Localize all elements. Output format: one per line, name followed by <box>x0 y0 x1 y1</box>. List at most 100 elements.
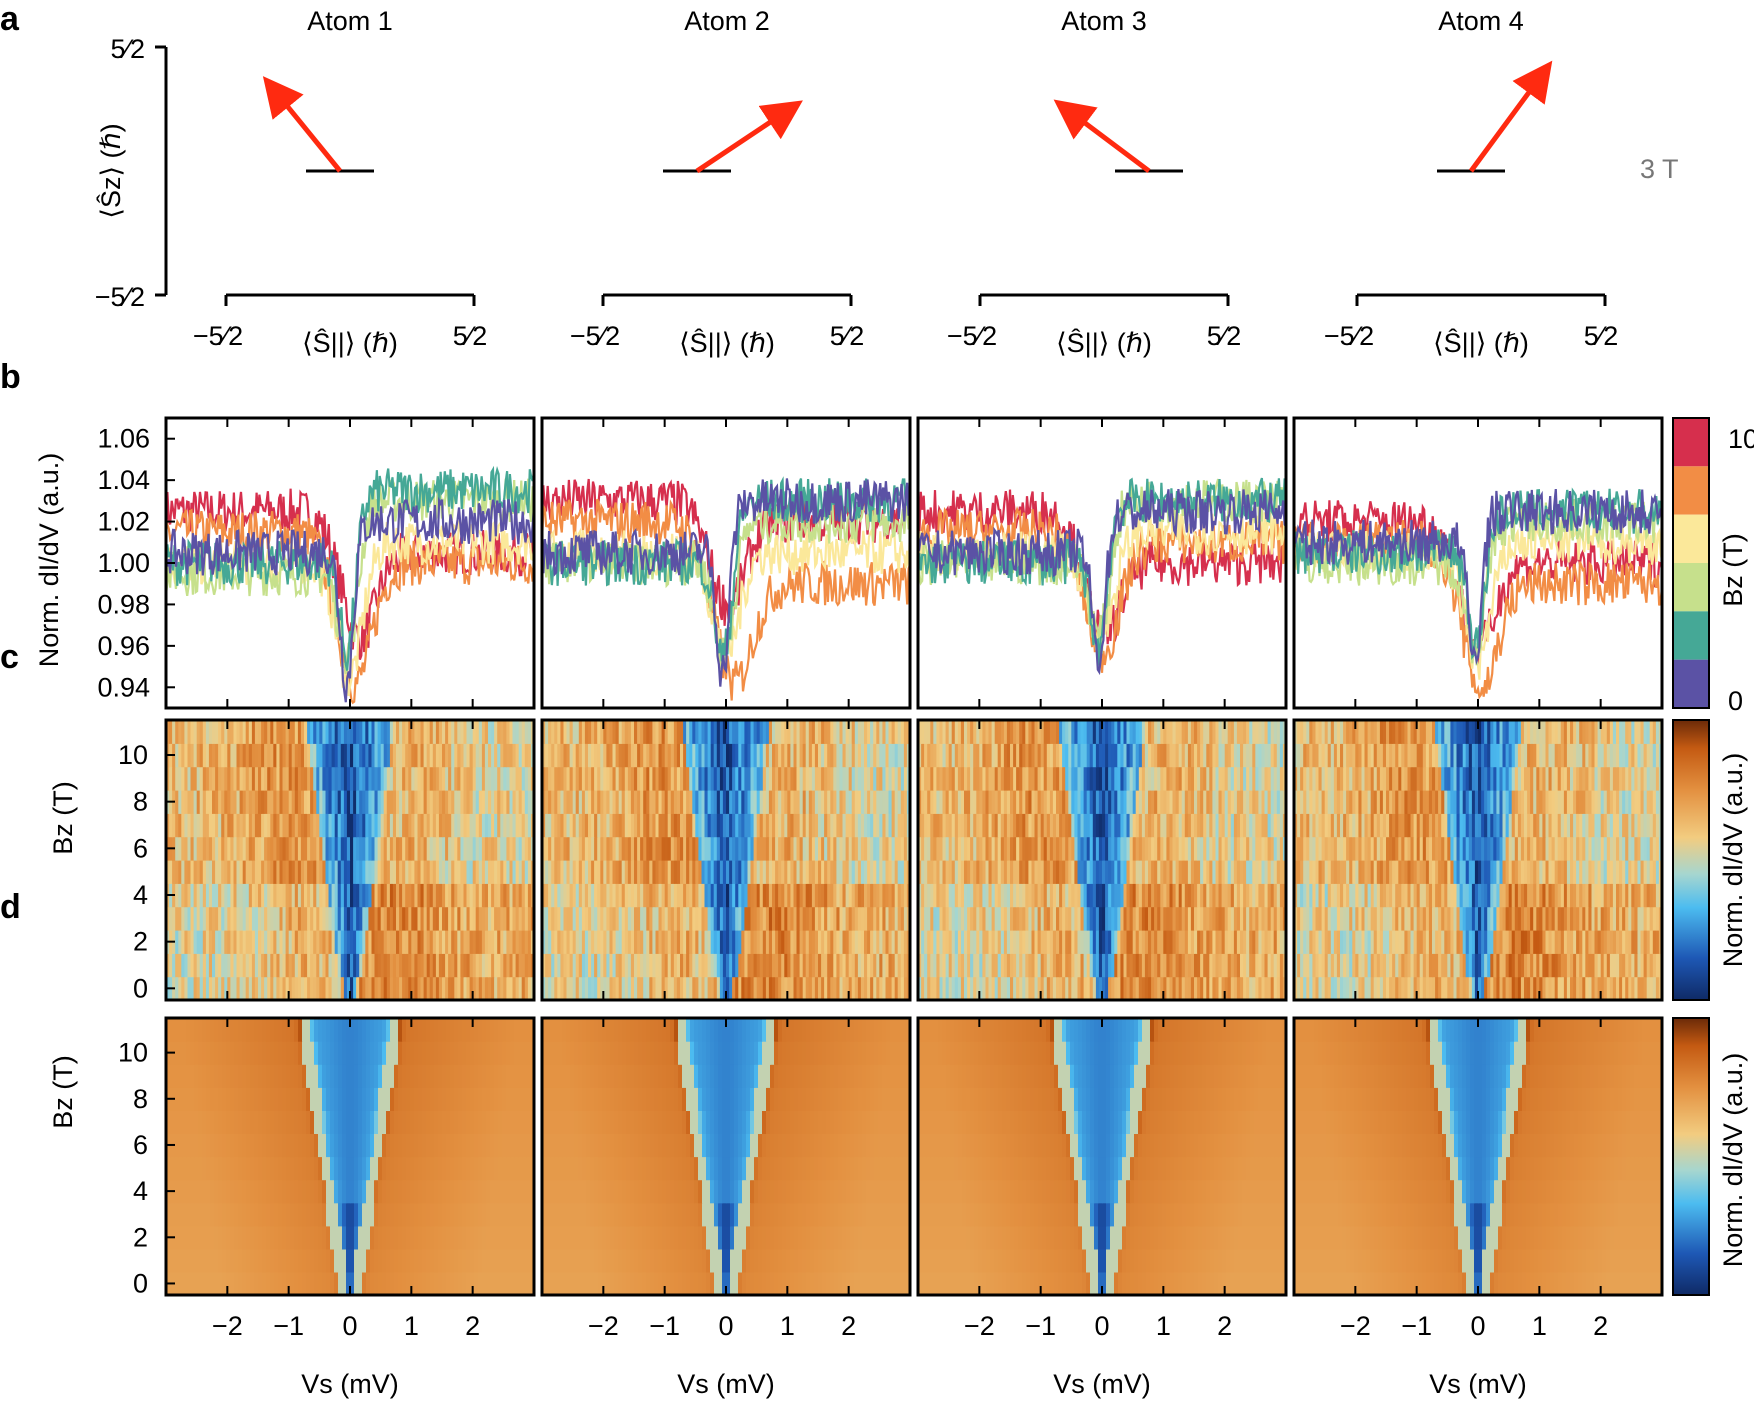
c-cell <box>569 976 574 1001</box>
c-cell <box>353 813 357 838</box>
c-cell <box>248 976 253 1001</box>
c-cell <box>982 743 987 768</box>
c-cell <box>894 766 899 791</box>
c-cell <box>689 766 693 791</box>
c-cell <box>199 860 204 884</box>
c-cell <box>267 930 271 954</box>
c-cell <box>765 766 770 791</box>
c-cell <box>768 976 773 1001</box>
c-cell <box>879 720 883 744</box>
c-cell <box>814 836 819 861</box>
c-cell <box>1141 930 1146 954</box>
c-cell <box>649 743 653 768</box>
c-cell <box>1230 743 1235 768</box>
c-cell <box>1493 953 1497 978</box>
c-cell <box>1083 883 1088 908</box>
c-cell <box>518 743 523 768</box>
c-cell <box>661 953 666 978</box>
c-cell <box>365 976 369 1001</box>
c-cell <box>988 720 993 744</box>
c-cell <box>988 790 993 814</box>
c-cell <box>970 743 974 768</box>
c-cell <box>1410 976 1415 1001</box>
c-cell <box>432 883 437 908</box>
c-cell <box>451 976 455 1001</box>
c-cell <box>689 930 693 954</box>
c-cell <box>960 930 965 954</box>
c-cell <box>1428 976 1433 1001</box>
c-cell <box>1092 720 1097 744</box>
c-cell <box>291 930 296 954</box>
c-cell <box>765 930 770 954</box>
c-cell <box>359 743 363 768</box>
c-cell <box>1046 766 1051 791</box>
c-cell <box>772 930 776 954</box>
c-ytick-label: 0 <box>133 973 148 1003</box>
c-cell <box>411 836 415 861</box>
c-cell <box>515 766 520 791</box>
c-cell <box>506 906 511 931</box>
c-cell <box>857 930 862 954</box>
c-cell <box>239 976 244 1001</box>
c-cell <box>1074 906 1079 931</box>
c-cell <box>600 720 604 744</box>
c-cell <box>319 930 323 954</box>
c-cell <box>1077 790 1082 814</box>
c-cell <box>221 953 225 978</box>
c-cell <box>1138 860 1143 884</box>
c-cell <box>423 953 428 978</box>
c-cell <box>316 976 320 1001</box>
c-cell <box>1080 883 1085 908</box>
c-cell <box>594 790 598 814</box>
c-cell <box>518 953 523 978</box>
c-cell <box>1098 860 1103 884</box>
c-cell <box>649 953 653 978</box>
c-cell <box>796 790 801 814</box>
c-cell <box>854 743 859 768</box>
c-cell <box>1003 836 1008 861</box>
c-cell <box>964 836 968 861</box>
c-cell <box>827 906 831 931</box>
c-cell <box>646 953 650 978</box>
c-cell <box>630 930 635 954</box>
c-cell <box>637 813 641 838</box>
c-cell <box>1215 953 1220 978</box>
c-cell <box>900 976 905 1001</box>
c-cell <box>1006 953 1011 978</box>
c-cell <box>1043 953 1048 978</box>
c-cell <box>1392 976 1396 1001</box>
c-cell <box>175 976 179 1001</box>
c-cell <box>988 906 993 931</box>
c-cell <box>304 813 308 838</box>
c-cell <box>988 976 993 1001</box>
c-cell <box>316 883 320 908</box>
c-cell <box>765 813 770 838</box>
c-cell <box>1037 836 1042 861</box>
c-cell <box>649 836 653 861</box>
c-cell <box>1619 976 1623 1001</box>
c-cell <box>1068 953 1072 978</box>
c-cell <box>190 906 195 931</box>
c-cell <box>710 906 715 931</box>
c-cell <box>870 953 874 978</box>
c-cell <box>445 790 449 814</box>
c-cell <box>885 906 890 931</box>
c-cell <box>873 766 877 791</box>
c-cell <box>1206 720 1210 744</box>
c-cell <box>772 860 776 884</box>
c-cell <box>1108 860 1112 884</box>
c-cell <box>692 743 696 768</box>
c-cell <box>870 836 874 861</box>
c-cell <box>365 930 369 954</box>
c-cell <box>882 743 887 768</box>
c-cell <box>964 883 968 908</box>
c-cell <box>1297 930 1301 954</box>
c-cell <box>542 766 546 791</box>
c-cell <box>457 813 461 838</box>
c-cell <box>979 813 983 838</box>
c-cell <box>1089 790 1094 814</box>
c-cell <box>1276 906 1281 931</box>
c-cell <box>985 860 990 884</box>
c-cell <box>1098 883 1103 908</box>
c-cell <box>1010 813 1014 838</box>
